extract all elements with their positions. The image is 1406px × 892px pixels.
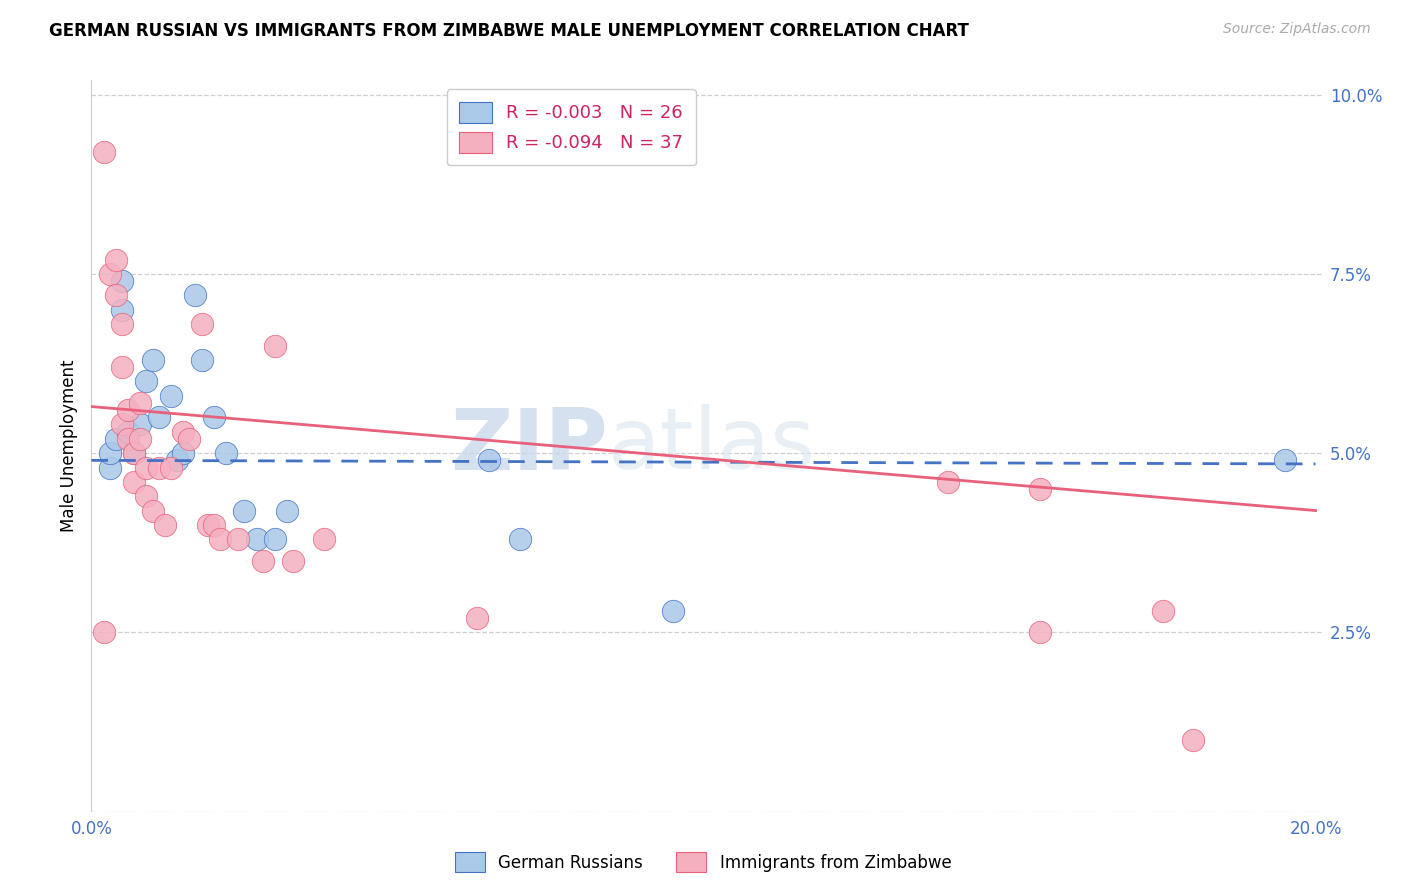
Point bbox=[98, 446, 121, 460]
Point bbox=[202, 410, 225, 425]
Point bbox=[172, 425, 194, 439]
Point bbox=[264, 533, 287, 547]
Point bbox=[252, 554, 274, 568]
Point bbox=[465, 611, 488, 625]
Point bbox=[117, 403, 139, 417]
Point bbox=[509, 533, 531, 547]
Point bbox=[111, 417, 134, 432]
Point bbox=[215, 446, 238, 460]
Point bbox=[93, 145, 115, 159]
Text: Source: ZipAtlas.com: Source: ZipAtlas.com bbox=[1223, 22, 1371, 37]
Text: atlas: atlas bbox=[607, 404, 815, 488]
Point bbox=[117, 432, 139, 446]
Point bbox=[1029, 625, 1052, 640]
Point bbox=[202, 517, 225, 532]
Point bbox=[111, 360, 134, 375]
Legend: R = -0.003   N = 26, R = -0.094   N = 37: R = -0.003 N = 26, R = -0.094 N = 37 bbox=[447, 89, 696, 165]
Point bbox=[135, 489, 157, 503]
Point bbox=[111, 302, 134, 317]
Point bbox=[129, 432, 152, 446]
Point bbox=[160, 460, 183, 475]
Point bbox=[662, 604, 685, 618]
Point bbox=[135, 375, 157, 389]
Point bbox=[142, 503, 165, 517]
Point bbox=[233, 503, 256, 517]
Point bbox=[98, 460, 121, 475]
Point bbox=[111, 274, 134, 288]
Point bbox=[264, 338, 287, 352]
Point bbox=[142, 353, 165, 368]
Point bbox=[148, 410, 170, 425]
Point bbox=[148, 460, 170, 475]
Text: GERMAN RUSSIAN VS IMMIGRANTS FROM ZIMBABWE MALE UNEMPLOYMENT CORRELATION CHART: GERMAN RUSSIAN VS IMMIGRANTS FROM ZIMBAB… bbox=[49, 22, 969, 40]
Point bbox=[122, 475, 145, 489]
Point bbox=[172, 446, 194, 460]
Point bbox=[104, 432, 127, 446]
Point bbox=[246, 533, 269, 547]
Point bbox=[129, 396, 152, 410]
Point bbox=[98, 267, 121, 281]
Point bbox=[478, 453, 501, 467]
Point bbox=[226, 533, 249, 547]
Point bbox=[1274, 453, 1296, 467]
Point bbox=[122, 446, 145, 460]
Point bbox=[111, 317, 134, 331]
Point bbox=[190, 317, 212, 331]
Point bbox=[184, 288, 207, 302]
Point bbox=[312, 533, 335, 547]
Point bbox=[135, 460, 157, 475]
Point bbox=[129, 417, 152, 432]
Point bbox=[153, 517, 176, 532]
Point bbox=[197, 517, 219, 532]
Point bbox=[1182, 733, 1205, 747]
Point bbox=[1029, 482, 1052, 496]
Point bbox=[93, 625, 115, 640]
Point bbox=[160, 389, 183, 403]
Point bbox=[283, 554, 305, 568]
Point bbox=[166, 453, 188, 467]
Point bbox=[276, 503, 298, 517]
Point bbox=[1152, 604, 1174, 618]
Point bbox=[117, 425, 139, 439]
Text: ZIP: ZIP bbox=[450, 404, 607, 488]
Point bbox=[936, 475, 959, 489]
Point bbox=[122, 446, 145, 460]
Point bbox=[104, 288, 127, 302]
Point bbox=[208, 533, 231, 547]
Point bbox=[104, 252, 127, 267]
Point bbox=[190, 353, 212, 368]
Y-axis label: Male Unemployment: Male Unemployment bbox=[60, 359, 79, 533]
Legend: German Russians, Immigrants from Zimbabwe: German Russians, Immigrants from Zimbabw… bbox=[449, 846, 957, 879]
Point bbox=[179, 432, 201, 446]
